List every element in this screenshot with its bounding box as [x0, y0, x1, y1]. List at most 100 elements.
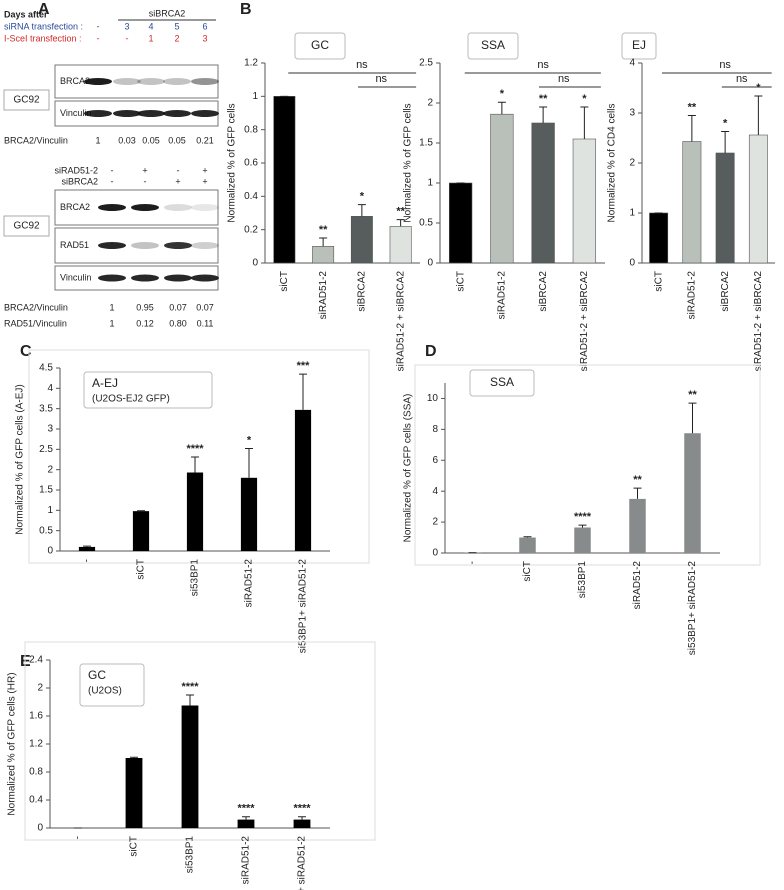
- band: [131, 204, 159, 211]
- bar: [237, 819, 255, 828]
- x-tick-label: siRAD51-2 + siBRCA2: [753, 271, 764, 372]
- y-tick-label: 0.2: [244, 224, 258, 235]
- y-tick-label: 0.8: [244, 124, 258, 135]
- quant-value: 0.05: [168, 135, 186, 145]
- band: [163, 110, 191, 117]
- bar: [293, 819, 311, 828]
- y-tick-label: 3: [47, 424, 53, 435]
- chart-subtitle: (U2OS-EJ2 GFP): [92, 394, 170, 405]
- bar: [490, 113, 514, 264]
- bar: [572, 138, 597, 264]
- row-value: -: [177, 165, 180, 175]
- error-bar: [242, 816, 250, 820]
- quant-value: 0.11: [197, 318, 214, 328]
- significance: **: [688, 101, 697, 113]
- y-tick-label: 0: [432, 548, 438, 559]
- x-tick-label: siCT: [129, 836, 140, 857]
- x-tick-label: siBRCA2: [357, 271, 368, 312]
- panel-letter: C: [20, 343, 32, 360]
- x-tick-label: siCT: [653, 271, 664, 292]
- row-label: I-SceI transfection :: [4, 33, 82, 43]
- x-tick-label: si53BP1: [185, 836, 196, 874]
- significance: *: [247, 434, 252, 446]
- bar: [132, 511, 150, 551]
- band: [113, 78, 141, 85]
- row-value: 6: [202, 21, 207, 31]
- band: [164, 242, 192, 249]
- cell-line: GC92: [13, 221, 40, 232]
- plot-frame: [28, 349, 370, 564]
- bar: [312, 246, 335, 264]
- x-tick-label: si53BP1: [190, 559, 201, 597]
- y-tick-label: 3: [629, 108, 635, 119]
- y-tick-label: 6: [432, 455, 438, 466]
- y-tick-label: 1.2: [244, 58, 258, 69]
- y-tick-label: 2: [427, 98, 433, 109]
- y-axis-label: Normalized % of CD4 cells: [607, 104, 618, 223]
- blot-group: siBRCA2: [149, 8, 186, 18]
- row-value: -: [126, 33, 129, 43]
- row-label: siRNA transfection :: [4, 21, 83, 31]
- error-bar: [319, 237, 328, 247]
- bar: [649, 212, 669, 264]
- row-value: -: [144, 176, 147, 186]
- y-tick-label: 1.2: [29, 739, 43, 750]
- band: [163, 78, 191, 85]
- y-tick-label: 8: [432, 424, 438, 435]
- significance: ****: [574, 511, 592, 523]
- error-bar: [754, 95, 763, 135]
- y-tick-label: 10: [427, 393, 439, 404]
- bar: [682, 141, 702, 264]
- bar: [125, 758, 143, 828]
- band-label: Vinculin: [60, 108, 91, 118]
- row-label: siBRCA2: [61, 176, 98, 186]
- band: [137, 78, 165, 85]
- y-tick-label: 2: [629, 158, 635, 169]
- x-tick-label: siCT: [279, 271, 290, 292]
- error-bar: [633, 487, 642, 499]
- y-tick-label: 3.5: [39, 403, 53, 414]
- chart-title: EJ: [632, 38, 646, 52]
- row-value: -: [97, 33, 100, 43]
- band: [191, 78, 219, 85]
- error-bar: [130, 756, 138, 758]
- blot-box: [54, 64, 219, 99]
- quant-value: 0.80: [169, 318, 187, 328]
- error-bar: [191, 456, 199, 473]
- plot-frame: [414, 364, 761, 566]
- panel-letter: B: [240, 1, 252, 18]
- row-value: -: [97, 21, 100, 31]
- bar: [350, 216, 373, 264]
- row-value: 3: [202, 33, 207, 43]
- bracket-label: ns: [736, 73, 748, 85]
- band: [84, 78, 112, 85]
- band: [131, 274, 159, 282]
- error-bar: [83, 545, 91, 547]
- bar: [273, 96, 296, 264]
- x-tick-label: -: [467, 561, 478, 564]
- x-tick-label: siBRCA2: [720, 271, 731, 312]
- row-value: 1: [148, 33, 153, 43]
- y-tick-label: 2.5: [419, 58, 433, 69]
- y-tick-label: 0: [252, 258, 258, 269]
- band: [98, 204, 126, 211]
- bar: [531, 122, 555, 264]
- title-box: [79, 663, 145, 707]
- bar: [519, 537, 536, 553]
- error-bar: [687, 115, 696, 142]
- y-tick-label: 2: [47, 464, 53, 475]
- error-bar: [523, 536, 532, 538]
- band: [98, 274, 126, 282]
- significance: *: [756, 82, 761, 94]
- significance: **: [396, 206, 405, 218]
- band: [191, 274, 219, 282]
- quant-value: 0.07: [196, 302, 214, 312]
- quant-label: RAD51/Vinculin: [4, 318, 67, 328]
- x-tick-label: siBRCA2: [538, 271, 549, 312]
- band: [98, 242, 126, 249]
- y-tick-label: 0: [629, 258, 635, 269]
- quant-label: BRCA2/Vinculin: [4, 135, 68, 145]
- bracket-label: ns: [558, 73, 570, 85]
- error-bar: [357, 204, 366, 217]
